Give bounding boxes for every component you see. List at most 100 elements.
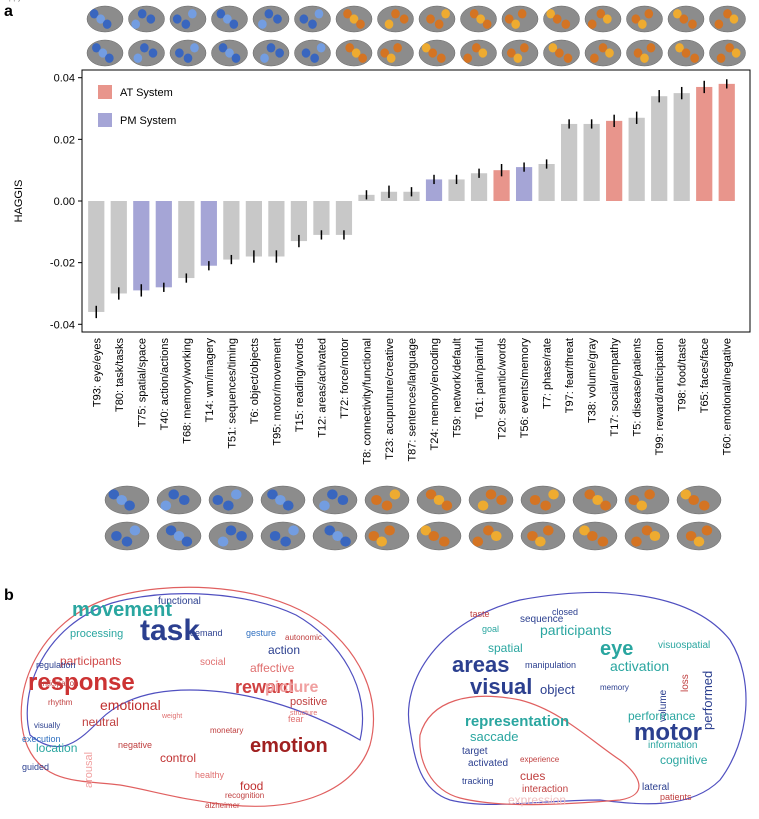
word: recognition — [225, 791, 264, 800]
brain-activation — [218, 43, 228, 53]
brain-activation — [628, 494, 640, 506]
brain-activation — [116, 494, 127, 506]
brain-activation — [188, 9, 197, 19]
brain-activation — [714, 19, 724, 29]
word: alzheimer — [205, 801, 240, 810]
word: performed — [700, 671, 715, 730]
brain-activation — [439, 536, 450, 547]
word: goal — [482, 624, 499, 634]
brain-activation — [485, 489, 497, 500]
word: response — [28, 669, 135, 696]
brain-activation — [172, 14, 182, 24]
brain-activation — [314, 9, 324, 19]
brain-activation — [441, 9, 450, 19]
word: functional — [158, 596, 201, 607]
brain-activation — [349, 14, 359, 24]
x-tick-label: T15: reading/words — [294, 338, 306, 433]
brain-activation — [236, 530, 247, 542]
word: performance — [628, 709, 696, 723]
word: volume — [658, 689, 669, 722]
brain-activation — [260, 53, 269, 63]
brain-map — [169, 5, 207, 33]
legend-swatch — [98, 85, 112, 99]
brain-activation — [563, 53, 573, 63]
brain-activation — [437, 53, 446, 63]
brain-activation — [477, 500, 489, 511]
x-tick-label: T12: areas/activated — [316, 338, 328, 438]
bar — [200, 201, 217, 266]
word: object — [540, 682, 575, 697]
brain-activation — [376, 536, 387, 547]
word: regulation — [36, 660, 76, 670]
word: memory — [600, 683, 629, 692]
bar — [718, 83, 735, 201]
brain-activation — [729, 14, 739, 24]
brain-activation — [381, 500, 393, 511]
word: location — [36, 741, 77, 755]
word: taste — [470, 609, 490, 619]
brain-activation — [517, 9, 527, 19]
brain-activation — [428, 48, 437, 58]
word: visuospatial — [658, 640, 710, 651]
brain-activation — [483, 525, 494, 536]
word: rhythm — [48, 698, 73, 707]
brain-activation — [266, 43, 276, 53]
brain-activation — [181, 536, 193, 547]
y-tick-label: 0.02 — [54, 134, 75, 146]
brain-activation — [511, 19, 520, 29]
x-tick-label: T61: pain/painful — [474, 338, 486, 419]
x-tick-label: T5: disease/patients — [632, 338, 644, 437]
brain-activation — [288, 525, 299, 536]
brain-activation — [552, 14, 562, 24]
bar — [268, 201, 285, 257]
legend-swatch — [98, 113, 112, 127]
brain-activation — [716, 53, 726, 63]
brain-activation — [264, 9, 274, 19]
brain-activation — [478, 48, 488, 58]
brain-activation — [597, 536, 609, 547]
y-tick-label: -0.04 — [50, 319, 75, 331]
brain-activation — [310, 53, 319, 63]
brain-activation — [723, 9, 732, 19]
brain-map — [208, 485, 254, 515]
brain-activation — [380, 48, 390, 58]
word: movement — [72, 599, 172, 621]
brain-activation — [681, 48, 691, 58]
brain-activation — [425, 489, 437, 500]
brain-activation — [527, 530, 538, 542]
bar — [515, 167, 533, 201]
brain-activation — [327, 489, 338, 500]
word: cognitive — [660, 753, 708, 767]
brain-activation — [426, 14, 435, 24]
brain-activation — [420, 525, 432, 536]
brain-activation — [434, 19, 444, 29]
bar — [628, 117, 645, 201]
brain-activation — [345, 43, 354, 53]
word: reward — [235, 677, 294, 697]
word: spatial — [488, 641, 523, 655]
brain-activation — [216, 9, 226, 19]
x-tick-label: T14: wm/imagery — [204, 338, 216, 423]
word: task — [140, 614, 200, 647]
brain-map — [501, 5, 539, 33]
word: representation — [465, 713, 569, 730]
brain-activation — [649, 530, 661, 542]
bar — [651, 96, 668, 201]
word: gesture — [246, 628, 276, 638]
brain-activation — [160, 500, 172, 511]
bar — [155, 201, 172, 288]
brain-activation — [600, 500, 611, 511]
brain-activation — [280, 536, 291, 547]
bar — [425, 179, 443, 201]
brain-activation — [231, 489, 242, 500]
bar — [696, 86, 713, 201]
word: arousal — [83, 752, 95, 788]
x-tick-label: T59: network/default — [452, 338, 464, 438]
x-tick-label: T56: events/memory — [519, 338, 531, 439]
x-tick-label: T8: connectivity/functional — [361, 338, 373, 465]
word: visual — [470, 674, 532, 699]
word: motor — [634, 719, 702, 746]
brain-activation — [148, 48, 158, 58]
brain-activation — [121, 536, 133, 547]
